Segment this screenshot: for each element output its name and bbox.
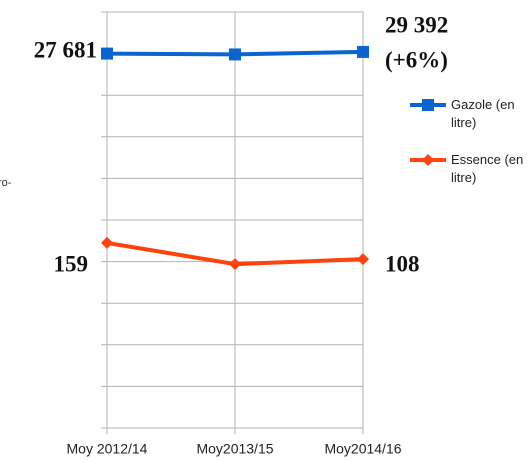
legend-marker [422,99,434,111]
annotation: (+6%) [385,47,448,72]
legend-marker [422,154,434,166]
x-tick-label: Moy2014/16 [324,441,401,457]
annotation: 159 [54,251,89,276]
point [101,236,113,249]
point [229,48,241,61]
point [101,47,113,60]
point [229,258,241,271]
x-tick-label: Moy 2012/14 [67,441,148,457]
y-axis-label: ro- [0,177,12,189]
legend-label: Gazole (en litre) [451,97,515,130]
annotation: 29 392 [385,12,448,37]
legend-label: Essence (en litre) [451,152,524,185]
x-tick-label: Moy2013/15 [196,441,273,457]
point [357,45,369,58]
annotation: 108 [385,251,420,276]
point [357,253,369,266]
annotation: 27 681 [34,37,97,62]
